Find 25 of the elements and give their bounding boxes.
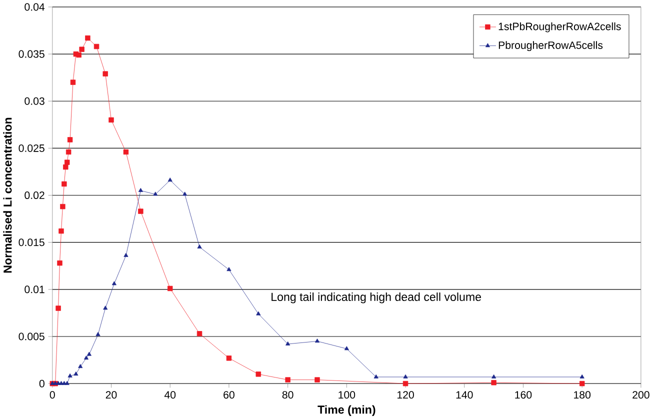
x-tick-label: 80 [282, 390, 294, 398]
x-tick-label: 20 [106, 390, 117, 398]
y-tick-label: 0.03 [24, 97, 44, 105]
y-tick-label: 0.01 [24, 286, 44, 294]
annotation: Long tail indicating high dead cell volume [272, 292, 481, 304]
legend-label: 1stPbRougherRowA2cells [498, 22, 621, 32]
y-tick-label: 0.015 [18, 238, 44, 246]
x-tick-label: 120 [397, 390, 414, 398]
x-tick-label: 0 [50, 390, 55, 398]
x-tick-label: 60 [224, 390, 234, 398]
y-tick-label: 0.005 [18, 332, 44, 340]
x-tick-label: 180 [574, 390, 591, 398]
y-tick-label: 0.025 [18, 144, 44, 152]
x-tick-label: 100 [338, 390, 356, 398]
legend-label: PbrougherRowA5cells [498, 41, 603, 51]
y-axis-title: Normalised Li concentration [3, 118, 12, 272]
y-tick-label: 0.035 [18, 50, 44, 58]
x-tick-label: 200 [632, 390, 650, 398]
x-tick-label: 40 [164, 390, 176, 398]
y-tick-label: 0.04 [24, 3, 45, 11]
x-tick-label: 140 [456, 390, 473, 398]
x-tick-label: 160 [515, 390, 532, 398]
y-tick-label: 0.02 [24, 191, 44, 199]
x-axis-title: Time (min) [318, 405, 376, 416]
y-tick-label: 0 [39, 380, 44, 388]
